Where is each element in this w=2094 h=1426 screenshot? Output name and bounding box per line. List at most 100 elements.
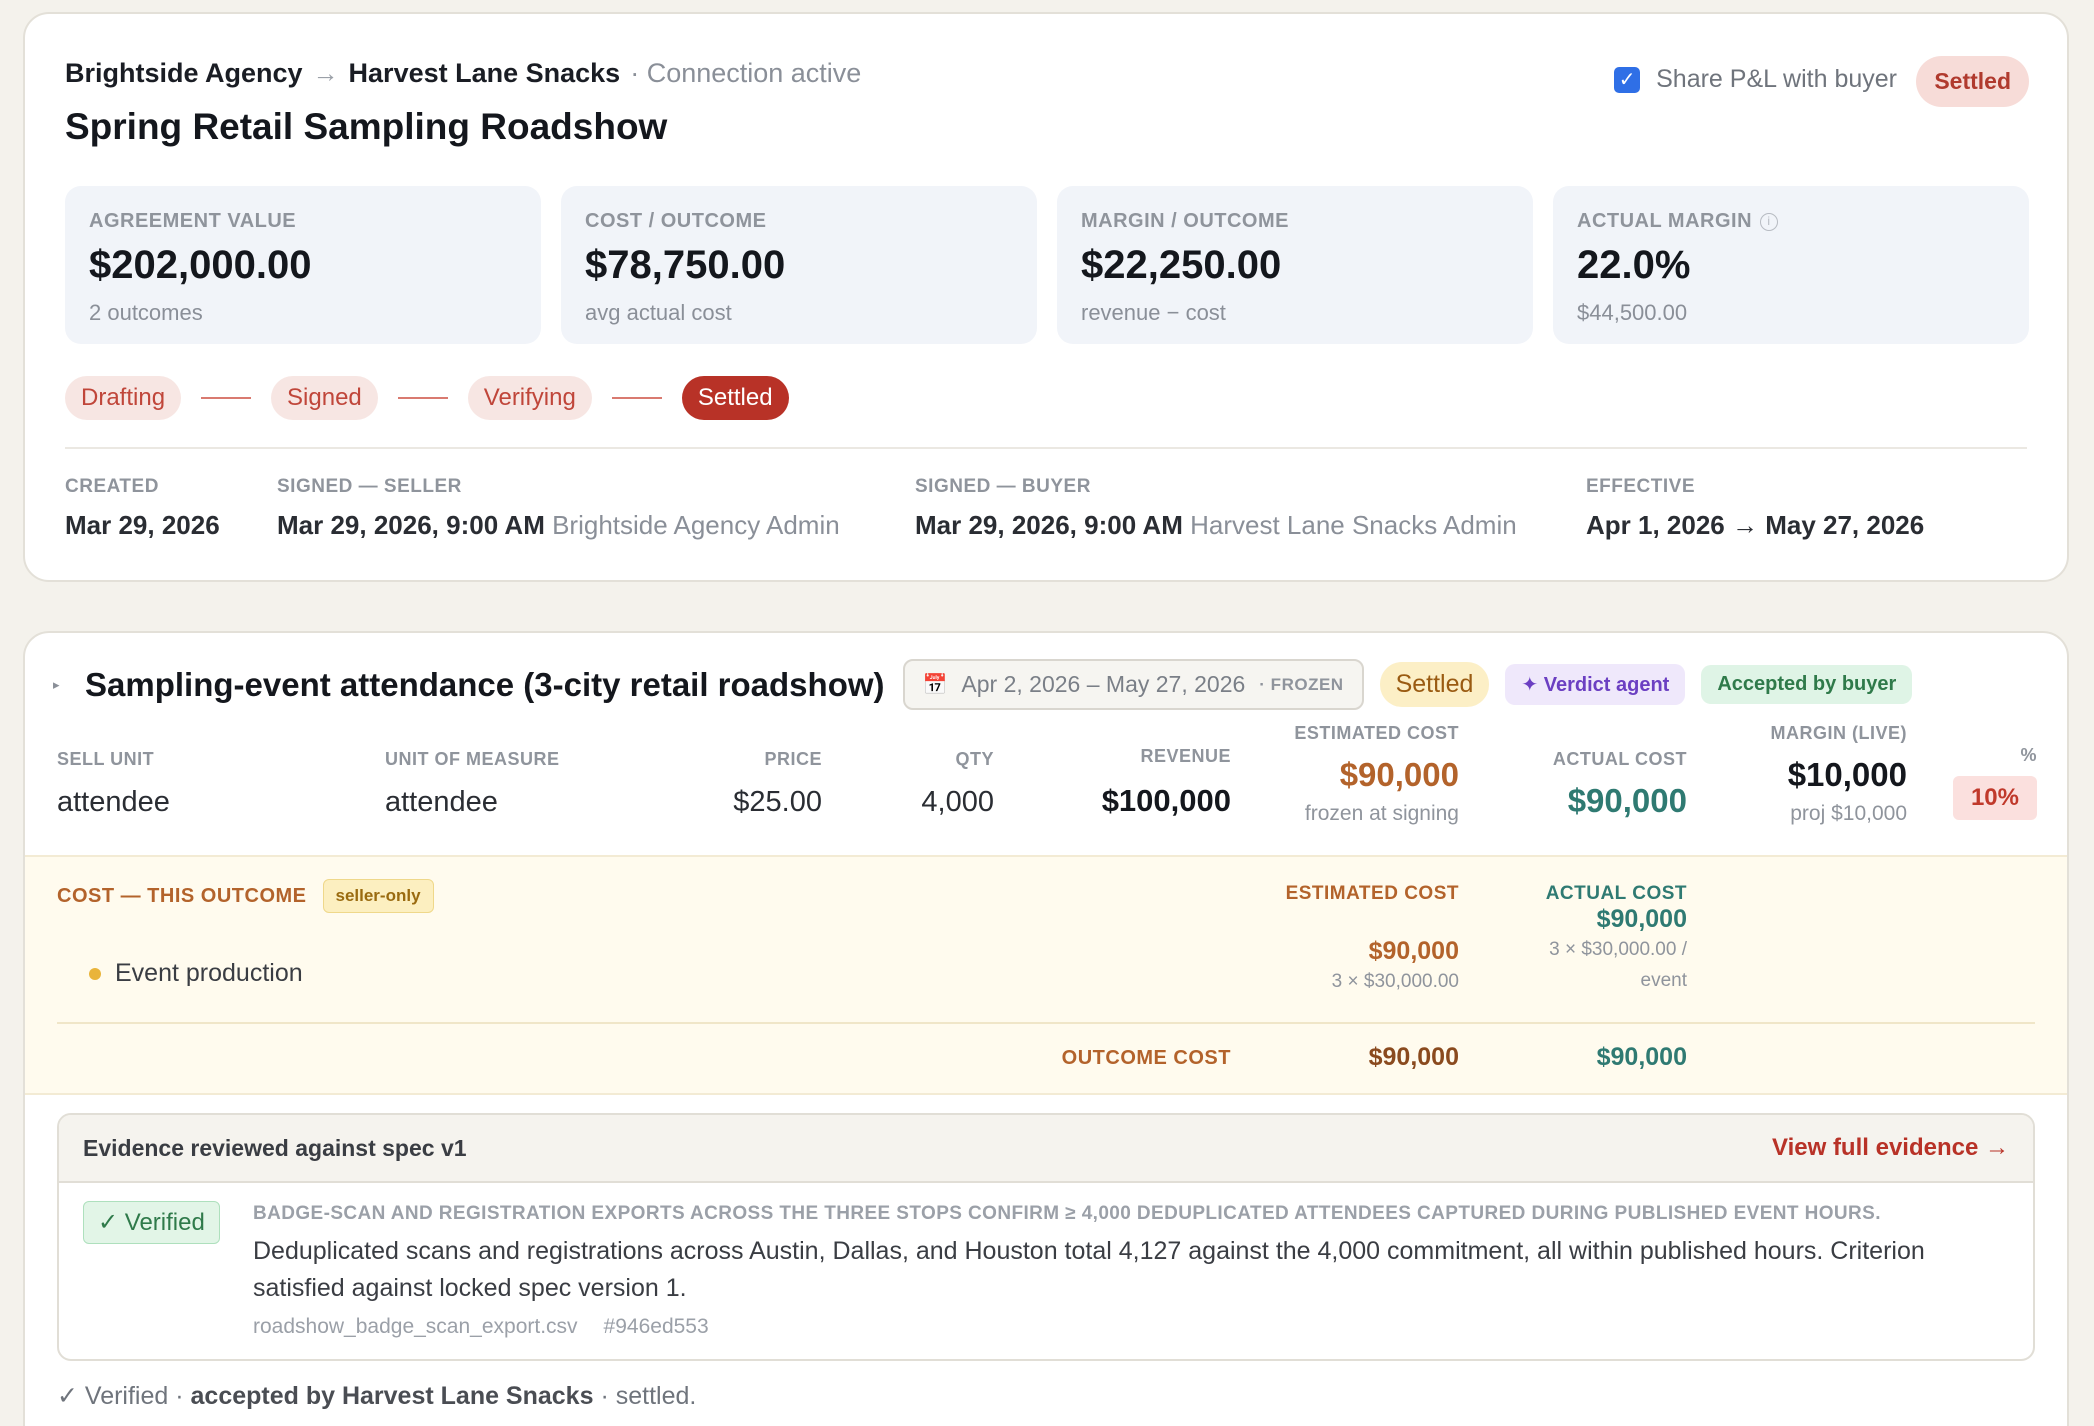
cost-line-item: Event production <box>89 959 303 988</box>
meta-value: Mar 29, 2026, 9:00 AM <box>277 510 545 540</box>
kpi-row: AGREEMENT VALUE $202,000.00 2 outcomes C… <box>65 186 2029 344</box>
chevron-right-icon[interactable]: ▸ <box>53 676 60 692</box>
meta-value: Apr 1, 2026 → May 27, 2026 <box>1586 510 1925 540</box>
margin-percent: % 10% <box>1952 745 2037 820</box>
margin-percent-badge: 10% <box>1952 776 2037 820</box>
status-badge: Settled <box>1379 662 1490 707</box>
meta-signed-seller: SIGNED — SELLER Mar 29, 2026, 9:00 AM Br… <box>277 476 840 541</box>
calendar-icon: 📅 <box>922 674 948 696</box>
kpi-label: COST / OUTCOME <box>585 210 767 232</box>
kpi-value: $78,750.00 <box>585 243 786 287</box>
connection-status: · Connection active <box>630 58 862 88</box>
page-title: Spring Retail Sampling Roadshow <box>65 106 668 147</box>
stage-connector <box>397 397 448 399</box>
kpi-value: $202,000.00 <box>89 243 312 287</box>
verified-badge: ✓ Verified <box>83 1201 220 1244</box>
estimated-cost-header: ESTIMATED COST <box>1285 883 1459 904</box>
evidence-file-link[interactable]: roadshow_badge_scan_export.csv <box>253 1315 578 1338</box>
summary-suffix: · settled. <box>600 1382 697 1410</box>
col-value-wrap: 10% <box>1952 776 2037 820</box>
meta-value-row: Mar 29, 2026, 9:00 AM Brightside Agency … <box>277 510 840 541</box>
stage-drafting: Drafting <box>65 376 182 420</box>
checkbox-checked-icon[interactable]: ✓ <box>1614 66 1641 93</box>
sell-unit: SELL UNIT attendee <box>57 749 170 819</box>
kpi-label: ACTUAL MARGIN <box>1577 210 1753 232</box>
settlement-summary: ✓ Verified · accepted by Harvest Lane Sn… <box>57 1381 696 1411</box>
criterion-text: BADGE-SCAN AND REGISTRATION EXPORTS ACRO… <box>253 1203 1881 1224</box>
stage-connector <box>611 397 662 399</box>
kpi-actual-margin: ACTUAL MARGIN i 22.0% $44,500.00 <box>1553 186 2029 344</box>
meta-effective: EFFECTIVE Apr 1, 2026 → May 27, 2026 <box>1586 476 1924 541</box>
cost-value: $90,000 <box>1368 937 1459 965</box>
stage-settled: Settled <box>681 376 789 420</box>
summary-accepted: accepted by Harvest Lane Snacks <box>190 1382 594 1410</box>
breadcrumb: Brightside Agency → Harvest Lane Snacks … <box>65 58 861 89</box>
col-label: QTY <box>955 749 994 769</box>
outcome-cost-estimated: $90,000 <box>1369 1043 1459 1072</box>
cost-breakdown-panel: COST — THIS OUTCOME seller-only ESTIMATE… <box>25 855 2067 1095</box>
evidence-header: Evidence reviewed against spec v1 View f… <box>59 1115 2033 1183</box>
meta-label: SIGNED — SELLER <box>277 476 462 497</box>
outcome-header: ▸ Sampling-event attendance (3-city reta… <box>53 659 1913 710</box>
stage-verifying: Verifying <box>467 376 592 420</box>
kpi-agreement-value: AGREEMENT VALUE $202,000.00 2 outcomes <box>65 186 541 344</box>
evidence-panel: Evidence reviewed against spec v1 View f… <box>57 1113 2035 1361</box>
col-value: $25.00 <box>733 786 822 818</box>
meta-label: EFFECTIVE <box>1586 476 1696 497</box>
actual-cost-header: ACTUAL COST <box>1545 883 1687 904</box>
revenue: REVENUE $100,000 <box>1102 746 1231 819</box>
col-note: proj $10,000 <box>1790 802 1907 825</box>
kpi-label: AGREEMENT VALUE <box>89 210 297 232</box>
evidence-title: Evidence reviewed against spec v1 <box>83 1134 467 1161</box>
meta-signer: Harvest Lane Snacks Admin <box>1190 510 1517 540</box>
kpi-sub: avg actual cost <box>585 300 732 325</box>
kpi-label: MARGIN / OUTCOME <box>1081 210 1289 232</box>
col-label: PRICE <box>764 749 822 769</box>
meta-created: CREATED Mar 29, 2026 <box>65 476 220 541</box>
divider <box>57 1022 2035 1024</box>
buyer-name[interactable]: Harvest Lane Snacks <box>348 58 621 88</box>
share-pl-toggle[interactable]: ✓ Share P&L with buyer <box>1614 65 1897 94</box>
date-range-chip: 📅 Apr 2, 2026 – May 27, 2026 · FROZEN <box>902 659 1364 710</box>
evidence-description: Deduplicated scans and registrations acr… <box>253 1237 1925 1302</box>
outcome-title[interactable]: Sampling-event attendance (3-city retail… <box>85 665 885 703</box>
col-label: ESTIMATED COST <box>1294 723 1459 743</box>
col-value: $90,000 <box>1339 756 1459 793</box>
meta-signer: Brightside Agency Admin <box>552 510 840 540</box>
cost-note-2: event <box>1640 970 1687 991</box>
kpi-value: $22,250.00 <box>1081 243 1282 287</box>
view-full-evidence-link[interactable]: View full evidence → <box>1772 1134 2009 1161</box>
stage-connector <box>201 397 252 399</box>
seller-only-badge: seller-only <box>322 879 434 913</box>
col-value: $100,000 <box>1101 783 1231 818</box>
kpi-sub: $44,500.00 <box>1577 300 1688 325</box>
actual-cost: ACTUAL COST $90,000 <box>1553 749 1687 820</box>
info-icon[interactable]: i <box>1760 212 1779 231</box>
cost-line-actual: $90,000 3 × $30,000.00 / event <box>1549 905 1687 996</box>
evidence-body: ✓ Verified BADGE-SCAN AND REGISTRATION E… <box>59 1183 2033 1338</box>
col-note: frozen at signing <box>1304 802 1459 825</box>
outcome-cost-actual: $90,000 <box>1597 1043 1687 1072</box>
col-value: $10,000 <box>1787 756 1907 793</box>
agreement-summary-card: Brightside Agency → Harvest Lane Snacks … <box>23 12 2069 582</box>
col-label: UNIT OF MEASURE <box>385 749 560 769</box>
col-value: attendee <box>57 786 170 818</box>
kpi-label-row: ACTUAL MARGIN i <box>1577 210 2005 233</box>
status-badge: Settled <box>1916 56 2029 107</box>
evidence-hash: #946ed553 <box>603 1315 709 1338</box>
cost-line-name: Event production <box>115 959 303 987</box>
meta-value-row: Mar 29, 2026, 9:00 AM Harvest Lane Snack… <box>915 510 1517 541</box>
col-label: SELL UNIT <box>57 749 155 769</box>
col-value: 4,000 <box>921 786 994 818</box>
divider <box>65 447 2027 449</box>
seller-name[interactable]: Brightside Agency <box>65 58 303 88</box>
outcome-columns: SELL UNIT attendee UNIT OF MEASURE atten… <box>25 723 2067 853</box>
accepted-badge: Accepted by buyer <box>1701 665 1913 704</box>
frozen-label: · FROZEN <box>1259 674 1344 694</box>
cost-note-1: 3 × $30,000.00 / <box>1549 939 1687 960</box>
share-pl-label: Share P&L with buyer <box>1656 65 1897 93</box>
estimated-cost: ESTIMATED COST $90,000 frozen at signing <box>1294 723 1459 826</box>
kpi-value: 22.0% <box>1577 243 1691 287</box>
bullet-dot-icon <box>89 967 101 980</box>
cost-note: 3 × $30,000.00 <box>1331 971 1459 992</box>
